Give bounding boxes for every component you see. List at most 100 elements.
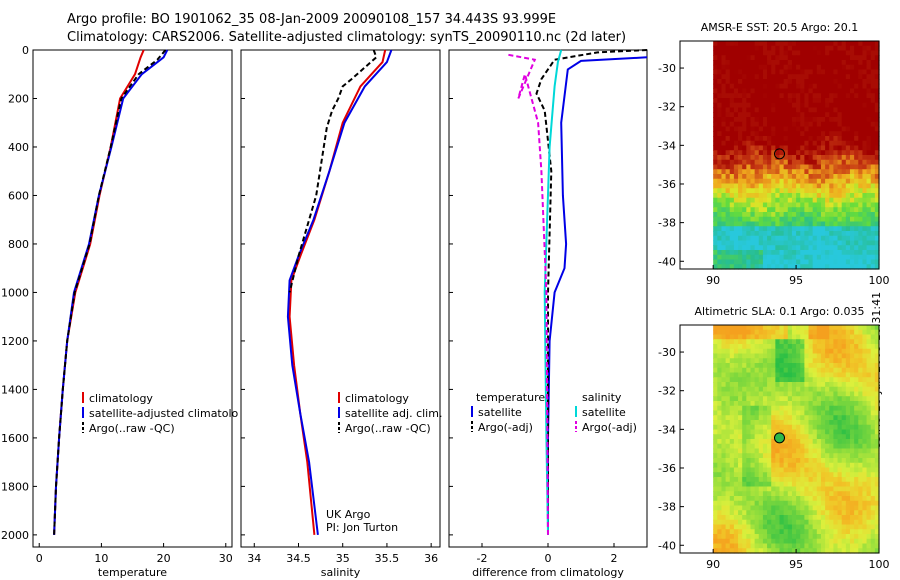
sst_map-cell <box>762 169 768 175</box>
sla_map-cell <box>758 491 764 497</box>
sst_map-cell <box>762 41 768 47</box>
sst_map-cell <box>866 250 872 256</box>
sla_map-cell <box>775 363 781 369</box>
sst_map-cell <box>862 235 868 242</box>
sst_map-cell <box>754 83 760 90</box>
sla_map-cell <box>858 405 864 412</box>
sst_map-cell <box>854 140 859 147</box>
sst_map-cell <box>713 131 718 137</box>
sst_map-cell <box>754 93 760 99</box>
sst_map-cell <box>854 164 859 170</box>
salinity-xtick-label: 34.5 <box>286 552 311 565</box>
sst_map-cell <box>816 240 822 246</box>
sst_map-cell <box>849 136 855 142</box>
sla_map-cell <box>746 424 752 431</box>
sla_map-cell <box>750 434 756 440</box>
sst_map-cell <box>833 88 839 94</box>
sst_map-cell <box>866 254 872 261</box>
sla_map-cell <box>837 348 843 355</box>
sst_map-cell <box>717 231 723 237</box>
sla_map-cell <box>820 401 826 407</box>
sst_map-cell <box>841 55 847 61</box>
sla_map-cell <box>725 424 731 431</box>
sst_map-cell <box>754 45 760 52</box>
sla_map-cell <box>725 367 731 374</box>
sst_map-cell <box>800 245 805 251</box>
sla_map-cell <box>854 515 859 521</box>
sla_map-cell <box>804 377 810 383</box>
sla_map-cell <box>721 367 727 374</box>
sst_map-cell <box>746 140 752 147</box>
sst_map-cell <box>758 98 764 104</box>
sla_map-cell <box>779 377 785 383</box>
sla_map-cell <box>725 519 731 526</box>
sla_map-cell <box>837 434 843 440</box>
sst_map-cell <box>808 193 814 199</box>
sst_map-cell <box>874 159 880 166</box>
sst_map-cell <box>750 121 756 128</box>
sla_map-cell <box>758 401 764 407</box>
sst_map-cell <box>783 174 789 180</box>
sla_map-cell <box>858 481 864 488</box>
sla_map-cell <box>874 524 880 530</box>
sla_map-cell <box>849 448 855 454</box>
sst_map-cell <box>742 140 747 147</box>
sst_map-cell <box>762 221 768 227</box>
sst_map-cell <box>787 98 793 104</box>
sst_map-cell <box>775 202 781 208</box>
sla_map-cell <box>787 367 793 374</box>
sst_map-cell <box>713 50 718 56</box>
sla_map-cell <box>767 534 772 540</box>
sst_map-cell <box>750 226 756 232</box>
sst_map-cell <box>713 93 718 99</box>
sla_map-cell <box>849 538 855 545</box>
sla_map-cell <box>854 329 859 336</box>
sst_map-cell <box>816 212 822 218</box>
sst_map-cell <box>746 202 752 208</box>
sla_map-cell <box>738 543 743 549</box>
sla_map-cell <box>820 462 826 469</box>
sst_map-cell <box>787 60 793 66</box>
sst_map-cell <box>849 60 855 66</box>
sst_map-cell <box>796 202 801 208</box>
sst_map-cell <box>833 107 839 113</box>
sst_map-cell <box>775 107 781 113</box>
sla_map-cell <box>767 477 772 483</box>
sst_map-cell <box>758 41 764 47</box>
sst_map-cell <box>841 126 847 132</box>
sla_map-cell <box>721 420 727 426</box>
sla_map-cell <box>820 429 826 435</box>
sla_map-cell <box>733 325 739 331</box>
sla_map-cell <box>804 543 810 549</box>
sla_map-cell <box>870 515 876 521</box>
sla_map-cell <box>870 500 876 507</box>
sla_map-cell <box>808 344 814 350</box>
sla_map-cell <box>808 496 814 502</box>
sst_map-cell <box>858 212 864 218</box>
sst_map-cell <box>820 207 826 213</box>
sla_map-cell <box>787 415 793 421</box>
sla_map-cell <box>816 519 822 526</box>
sla_map-cell <box>862 491 868 497</box>
sst_map-cell <box>837 264 843 270</box>
sla_map-cell <box>800 529 805 535</box>
sla_map-cell <box>845 500 851 507</box>
sst_map-cell <box>725 50 731 56</box>
sla_map-cell <box>791 505 797 511</box>
sla_map-cell <box>750 401 756 407</box>
sla_map-cell <box>742 462 747 469</box>
sst_map-cell <box>820 140 826 147</box>
sla_map-cell <box>874 481 880 488</box>
sla_map-cell <box>767 367 772 374</box>
sla_map-cell <box>738 496 743 502</box>
sst_map-cell <box>783 155 789 161</box>
sla_map-cell <box>750 382 756 388</box>
sst_map-cell <box>783 183 789 189</box>
sla_map-cell <box>870 415 876 421</box>
sst_map-cell <box>779 79 785 85</box>
sst_map-cell <box>837 145 843 151</box>
sla_map-cell <box>775 353 781 359</box>
sst_map-cell <box>775 140 781 147</box>
sla_map-cell <box>796 519 801 526</box>
sst_map-cell <box>779 183 785 189</box>
